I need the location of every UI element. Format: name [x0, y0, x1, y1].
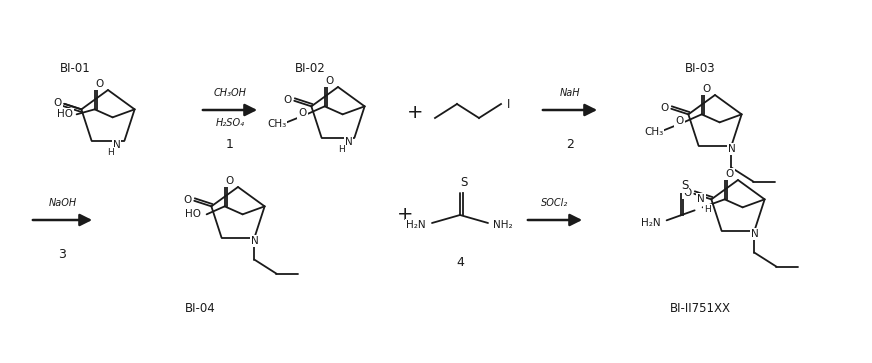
Text: +: +	[406, 103, 423, 122]
Text: O: O	[684, 188, 691, 198]
Text: BI-01: BI-01	[59, 61, 91, 74]
Text: I: I	[508, 98, 511, 110]
Text: O: O	[226, 176, 234, 186]
Text: CH₃: CH₃	[267, 119, 286, 129]
Text: N: N	[112, 140, 120, 150]
Text: O: O	[298, 108, 307, 118]
Text: O: O	[283, 95, 292, 105]
Text: O: O	[183, 195, 192, 205]
Text: O: O	[676, 117, 684, 126]
Text: NaH: NaH	[560, 88, 580, 98]
Text: N: N	[727, 144, 735, 154]
Text: H₂N: H₂N	[641, 219, 660, 228]
Text: HO: HO	[185, 209, 201, 219]
Text: N: N	[751, 229, 759, 238]
Text: N: N	[344, 136, 352, 147]
Text: 4: 4	[456, 257, 464, 269]
Text: NaOH: NaOH	[48, 198, 77, 208]
Text: O: O	[660, 103, 669, 113]
Text: 2: 2	[566, 138, 574, 151]
Text: O: O	[53, 98, 62, 108]
Text: CH₃: CH₃	[644, 127, 664, 137]
Text: BI-II751XX: BI-II751XX	[670, 302, 731, 314]
Text: O: O	[325, 76, 334, 86]
Text: H₂N: H₂N	[406, 220, 426, 230]
Text: O: O	[726, 170, 733, 179]
Text: H: H	[705, 205, 711, 214]
Text: O: O	[703, 84, 711, 94]
Text: H₂SO₄: H₂SO₄	[215, 118, 244, 128]
Text: N: N	[697, 194, 705, 204]
Text: BI-04: BI-04	[185, 302, 215, 314]
Text: S: S	[681, 179, 688, 192]
Text: NH₂: NH₂	[494, 220, 513, 230]
Text: BI-02: BI-02	[295, 61, 325, 74]
Text: O: O	[96, 79, 104, 89]
Text: +: +	[397, 205, 413, 224]
Text: S: S	[460, 176, 467, 189]
Text: HO: HO	[57, 109, 72, 119]
Text: SOCl₂: SOCl₂	[542, 198, 569, 208]
Text: CH₃OH: CH₃OH	[214, 88, 247, 98]
Text: N: N	[250, 236, 258, 246]
Text: 3: 3	[58, 248, 66, 261]
Text: 1: 1	[226, 138, 234, 151]
Text: H: H	[107, 148, 114, 157]
Text: H: H	[338, 145, 344, 154]
Text: BI-03: BI-03	[685, 61, 715, 74]
